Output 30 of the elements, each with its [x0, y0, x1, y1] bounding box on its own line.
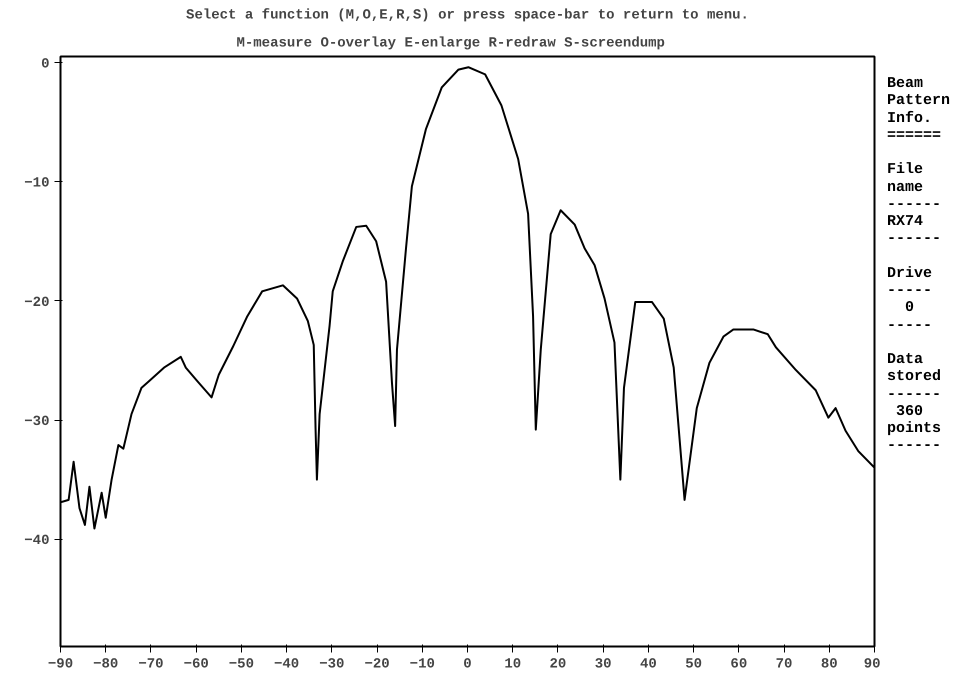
- text: Data stored ------ 360 points ------: [887, 351, 942, 454]
- x-tick-label: 80: [820, 656, 838, 672]
- y-tick-label: −40: [24, 533, 50, 550]
- x-tick-label: −30: [319, 656, 344, 672]
- y-tick-label: 0: [41, 56, 50, 72]
- x-tick-label: −80: [93, 656, 118, 672]
- x-tick-label: 0: [463, 656, 472, 672]
- x-tick-label: −10: [410, 656, 435, 672]
- x-tick-label: −90: [48, 656, 74, 672]
- chart-title: Select a function (M,O,E,R,S) or press space-bar to return to menu.: [186, 8, 749, 24]
- y-tick-label: −30: [24, 414, 50, 430]
- x-tick-label: 50: [685, 656, 702, 672]
- chart-subtitle: M-measure O-overlay E-enlarge R-redraw S-screendump: [236, 36, 665, 52]
- x-tick-label: −50: [228, 656, 254, 672]
- x-tick-label: 70: [776, 656, 792, 672]
- x-tick-label: 20: [550, 656, 566, 672]
- x-tick-label: −20: [364, 656, 390, 672]
- y-tick-label: −20: [24, 294, 50, 311]
- x-tick-label: 90: [864, 656, 881, 672]
- x-tick-label: 30: [594, 656, 612, 672]
- text: File name ------ RX74 ------: [887, 161, 942, 248]
- x-tick-label: −60: [184, 656, 209, 672]
- x-tick-label: −40: [274, 656, 300, 672]
- x-tick-label: 40: [640, 656, 657, 672]
- text: Drive ----- 0 -----: [887, 264, 932, 334]
- text: Beam Pattern Info. ======: [887, 75, 950, 144]
- x-tick-label: 10: [504, 656, 522, 672]
- x-tick-label: −70: [138, 656, 164, 672]
- x-tick-label: 60: [730, 656, 748, 672]
- y-tick-label: −10: [24, 176, 50, 192]
